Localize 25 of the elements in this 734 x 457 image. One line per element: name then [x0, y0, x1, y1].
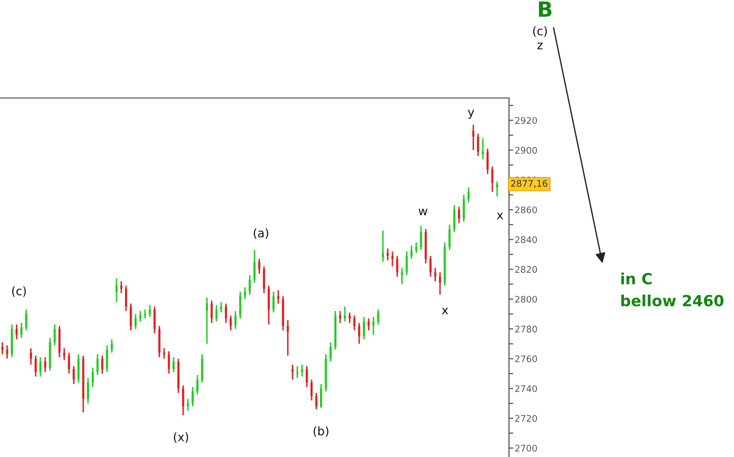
y-tick-label: 2900	[515, 146, 537, 154]
y-tick-label: 2720	[515, 415, 537, 422]
y-tick-label: 2820	[515, 266, 537, 273]
text: z	[537, 42, 543, 50]
y-tick-label: 2800	[515, 296, 537, 303]
y-tick-label: 2780	[515, 326, 537, 332]
text: B	[538, 2, 552, 17]
annotation: x	[496, 212, 504, 220]
annotation: (a)	[254, 228, 268, 239]
y-tick-label: 2740	[515, 385, 537, 392]
y-tick-label: 2700	[515, 444, 537, 452]
y-tick-label: 2860	[515, 206, 537, 214]
annotation: x	[442, 308, 448, 314]
y-tick-label: 2920	[515, 117, 537, 124]
text: bellow 2460	[621, 294, 724, 306]
annotation: (c)	[12, 286, 26, 297]
annotation: y	[468, 110, 474, 119]
annotation: (b)	[314, 426, 328, 437]
annotation: (x)	[174, 432, 188, 443]
annotation: 2877,16	[511, 180, 548, 188]
text: (c)	[533, 26, 547, 37]
y-tick-label: 2840	[515, 236, 537, 244]
text: in C	[621, 272, 652, 284]
annotation: w	[418, 208, 428, 216]
y-tick-label: 2760	[515, 355, 537, 362]
